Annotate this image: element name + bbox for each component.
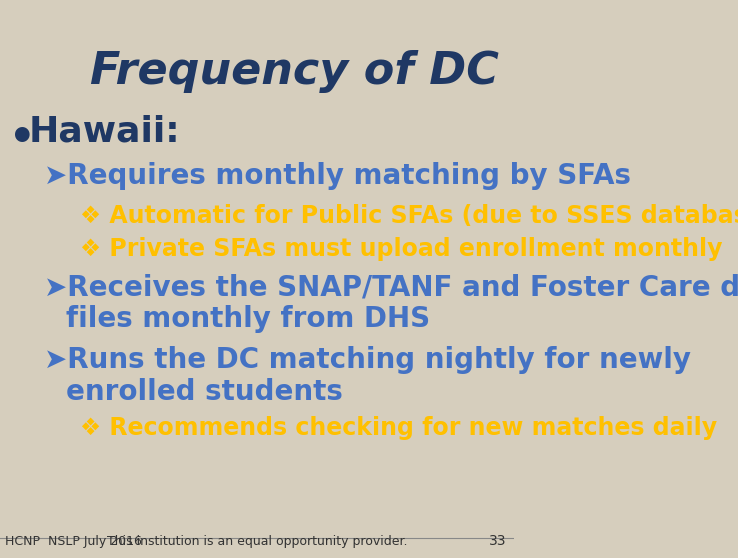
Text: Frequency of DC: Frequency of DC [90, 50, 499, 93]
Text: ➤Receives the SNAP/TANF and Foster Care data: ➤Receives the SNAP/TANF and Foster Care … [44, 273, 738, 301]
Text: This institution is an equal opportunity provider.: This institution is an equal opportunity… [107, 535, 407, 548]
Text: files monthly from DHS: files monthly from DHS [66, 305, 430, 333]
Text: HCNP  NSLP July 2016: HCNP NSLP July 2016 [5, 535, 142, 548]
Text: ❖ Private SFAs must upload enrollment monthly: ❖ Private SFAs must upload enrollment mo… [80, 237, 723, 261]
Text: ➤Runs the DC matching nightly for newly: ➤Runs the DC matching nightly for newly [44, 346, 691, 374]
Text: •: • [10, 117, 36, 159]
Text: ❖ Automatic for Public SFAs (due to SSES database): ❖ Automatic for Public SFAs (due to SSES… [80, 204, 738, 228]
Text: 33: 33 [489, 534, 507, 548]
Text: Hawaii:: Hawaii: [28, 114, 180, 148]
Text: enrolled students: enrolled students [66, 378, 342, 406]
Text: ❖ Recommends checking for new matches daily: ❖ Recommends checking for new matches da… [80, 416, 717, 440]
Text: ➤Requires monthly matching by SFAs: ➤Requires monthly matching by SFAs [44, 162, 631, 190]
